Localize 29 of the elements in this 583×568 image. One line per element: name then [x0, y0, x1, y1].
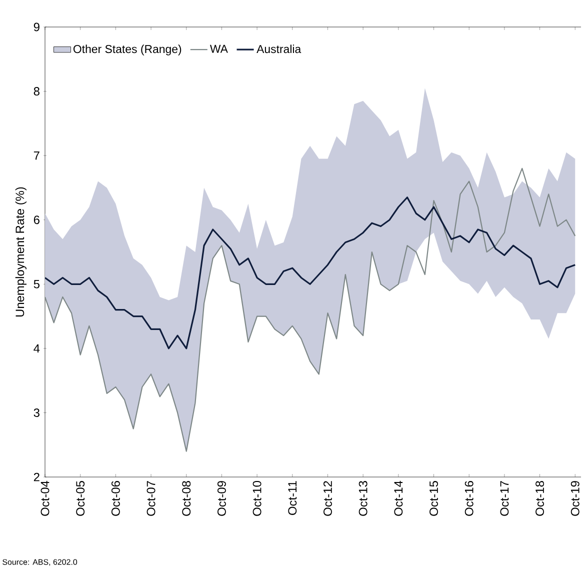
y-tick-label: 8: [34, 87, 40, 96]
y-tick-label: 3: [34, 408, 40, 417]
x-tick-label: Oct-10: [252, 480, 262, 516]
x-tick-label: Oct-16: [464, 481, 474, 516]
x-tick-label: Oct-06: [111, 481, 120, 516]
x-tick-label: Oct-19: [570, 481, 580, 516]
x-tick-label: Oct-17: [500, 481, 509, 516]
x-tick-label: Oct-18: [536, 481, 544, 516]
y-tick-label: 5: [34, 280, 40, 288]
legend-label: Other States (Range): [73, 44, 182, 56]
x-tick-label: Oct-09: [217, 481, 226, 516]
y-tick-label: 9: [34, 22, 40, 32]
x-tick-label: Oct-04: [40, 480, 50, 516]
y-tick-label: 6: [34, 216, 40, 224]
y-tick-label: 4: [34, 344, 40, 353]
legend-label: WA: [210, 44, 228, 53]
x-tick-label: Oct-12: [324, 481, 332, 516]
y-tick-label: 2: [34, 472, 40, 482]
y-axis-title: Unemployment Rate (%): [15, 187, 26, 317]
x-tick-label: Oct-08: [182, 481, 191, 516]
x-tick-label: Oct-14: [394, 480, 403, 516]
line-series: [45, 196, 576, 350]
x-tick-label: Oct-11: [288, 481, 297, 515]
x-tick-label: Oct-15: [430, 481, 438, 516]
x-tick-label: Oct-13: [358, 481, 368, 516]
x-tick-label: Oct-07: [146, 481, 156, 516]
y-tick-label: 7: [34, 151, 40, 160]
legend-label: Australia: [256, 44, 302, 54]
x-tick-label: Oct-05: [76, 481, 85, 516]
